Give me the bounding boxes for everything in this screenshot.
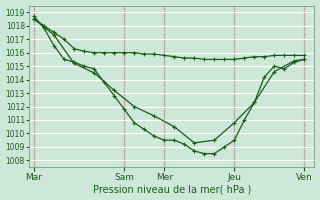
X-axis label: Pression niveau de la mer( hPa ): Pression niveau de la mer( hPa ) [92,184,251,194]
